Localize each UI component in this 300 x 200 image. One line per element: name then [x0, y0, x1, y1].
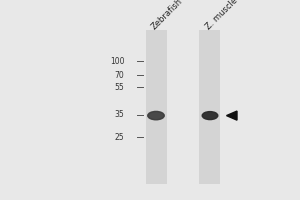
Text: 55: 55: [115, 82, 124, 92]
Text: 70: 70: [115, 71, 124, 79]
Ellipse shape: [148, 111, 164, 120]
Bar: [146, 30, 167, 184]
Text: Zebrafish: Zebrafish: [150, 0, 184, 31]
Ellipse shape: [202, 112, 218, 120]
Polygon shape: [226, 111, 237, 120]
Bar: [200, 30, 220, 184]
Text: 100: 100: [110, 56, 124, 66]
Text: Z. muscle: Z. muscle: [204, 0, 239, 31]
Text: 35: 35: [115, 110, 124, 119]
Text: 25: 25: [115, 132, 124, 142]
